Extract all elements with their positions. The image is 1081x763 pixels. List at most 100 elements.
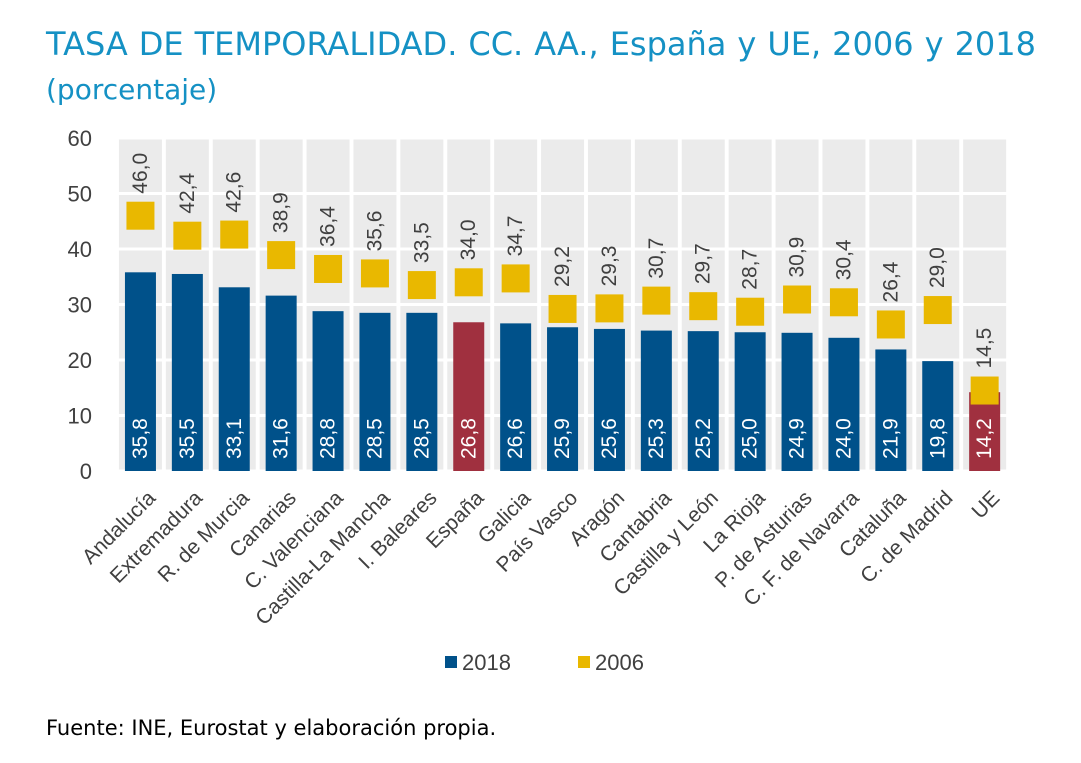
source-note: Fuente: INE, Eurostat y elaboración prop… — [46, 716, 497, 740]
bar-value-label: 31,6 — [270, 418, 293, 459]
y-tick-label: 10 — [68, 404, 92, 429]
bar-value-label: 25,0 — [739, 418, 762, 459]
bars-2018 — [124, 272, 1001, 471]
bar-labels-2018: 35,8 35,5 33,1 31,6 28,8 28,5 28,5 26,8 26,6 25,9… — [129, 418, 996, 459]
marker-2006 — [642, 286, 671, 315]
marker-value-label: 29,7 — [692, 243, 715, 284]
marker-2006 — [548, 294, 577, 323]
bar-value-label: 14,2 — [973, 418, 996, 459]
marker-value-label: 46,0 — [129, 153, 152, 194]
bar-2018 — [875, 349, 907, 471]
bar-2018 — [593, 328, 625, 471]
marker-value-label: 30,9 — [786, 237, 809, 278]
bar-2018 — [640, 330, 672, 471]
legend: 2018 2006 — [445, 650, 644, 675]
marker-labels-2006: 46,0 42,4 42,6 38,9 36,4 35,6 33,5 34,0 34,7 29,2… — [129, 153, 996, 369]
bar-2018 — [406, 312, 438, 471]
marker-2006 — [267, 241, 296, 270]
bar-value-label: 25,9 — [551, 418, 574, 459]
marker-2006 — [126, 201, 155, 230]
marker-value-label: 29,2 — [551, 246, 574, 287]
marker-2006 — [407, 271, 436, 300]
marker-2006 — [173, 221, 202, 250]
bar-2018 — [828, 337, 860, 471]
bar-value-label: 28,8 — [317, 418, 340, 459]
marker-2006 — [220, 220, 249, 249]
marker-value-label: 29,3 — [598, 246, 621, 287]
chart-title: TASA DE TEMPORALIDAD. CC. AA., España y … — [46, 22, 1036, 112]
legend-swatch-2018 — [445, 656, 457, 668]
y-tick-label: 50 — [68, 182, 92, 207]
bar-value-label: 24,9 — [786, 418, 809, 459]
bar-value-label: 25,6 — [598, 418, 621, 459]
marker-2006 — [876, 310, 905, 339]
marker-value-label: 30,4 — [832, 239, 855, 280]
bar-value-label: 25,3 — [645, 418, 668, 459]
title-text: TASA DE TEMPORALIDAD. CC. AA., España y … — [46, 25, 1036, 63]
bar-value-label: 24,0 — [832, 418, 855, 459]
legend-label-2018: 2018 — [462, 650, 511, 675]
bar-2018 — [171, 273, 203, 471]
marker-2006 — [783, 285, 812, 314]
marker-2006 — [970, 376, 999, 405]
marker-value-label: 42,6 — [223, 172, 246, 213]
bar-2018 — [969, 392, 1001, 471]
marker-value-label: 30,7 — [645, 238, 668, 279]
bar-2018 — [500, 323, 532, 471]
legend-label-2006: 2006 — [595, 650, 644, 675]
x-tick-label: UE — [967, 486, 1004, 523]
y-axis: 0 10 20 30 40 50 60 — [68, 126, 92, 484]
y-tick-label: 20 — [68, 348, 92, 373]
markers-2006 — [126, 201, 999, 405]
bar-value-label: 26,6 — [504, 418, 527, 459]
marker-value-label: 28,7 — [739, 249, 762, 290]
bar-value-label: 25,2 — [692, 418, 715, 459]
bar-value-label: 35,8 — [129, 418, 152, 459]
y-tick-label: 40 — [68, 237, 92, 262]
bar-2018 — [265, 295, 297, 471]
chart-subtitle: (porcentaje) — [46, 73, 218, 106]
bar-2018 — [312, 311, 344, 471]
marker-2006 — [360, 259, 389, 288]
marker-value-label: 34,0 — [457, 219, 480, 260]
marker-2006 — [595, 294, 624, 323]
marker-value-label: 36,4 — [317, 206, 340, 247]
marker-value-label: 33,5 — [410, 222, 433, 263]
marker-value-label: 14,5 — [973, 328, 996, 369]
marker-value-label: 42,4 — [176, 172, 199, 213]
bar-value-label: 21,9 — [879, 418, 902, 459]
bar-2018 — [687, 331, 719, 471]
marker-value-label: 38,9 — [270, 192, 293, 233]
bar-2018 — [781, 332, 813, 471]
marker-2006 — [454, 268, 483, 297]
marker-2006 — [689, 292, 718, 321]
bar-2018 — [218, 287, 250, 471]
bar-2018 — [547, 327, 579, 471]
marker-value-label: 26,4 — [879, 261, 902, 302]
bar-2018 — [453, 322, 485, 471]
marker-2006 — [314, 254, 343, 283]
marker-2006 — [923, 296, 952, 325]
y-tick-label: 0 — [80, 459, 92, 484]
marker-value-label: 34,7 — [504, 216, 527, 257]
marker-value-label: 35,6 — [363, 211, 386, 252]
marker-value-label: 29,0 — [926, 247, 949, 288]
bar-2018 — [922, 361, 954, 471]
bar-2018 — [359, 312, 391, 471]
bar-value-label: 28,5 — [410, 418, 433, 459]
marker-2006 — [829, 288, 858, 317]
marker-2006 — [736, 297, 765, 326]
y-tick-label: 30 — [68, 293, 92, 318]
chart: 0 10 20 30 40 50 60 35,8 35,5 33,1 31,6 28,8 28,5 28… — [68, 126, 1009, 675]
bar-value-label: 26,8 — [457, 418, 480, 459]
bar-2018 — [124, 272, 156, 471]
bar-2018 — [734, 332, 766, 471]
y-tick-label: 60 — [68, 126, 92, 151]
legend-swatch-2006 — [578, 656, 590, 668]
bar-value-label: 19,8 — [926, 418, 949, 459]
bar-value-label: 33,1 — [223, 418, 246, 459]
bar-value-label: 28,5 — [363, 418, 386, 459]
bar-value-label: 35,5 — [176, 418, 199, 459]
marker-2006 — [501, 264, 530, 293]
